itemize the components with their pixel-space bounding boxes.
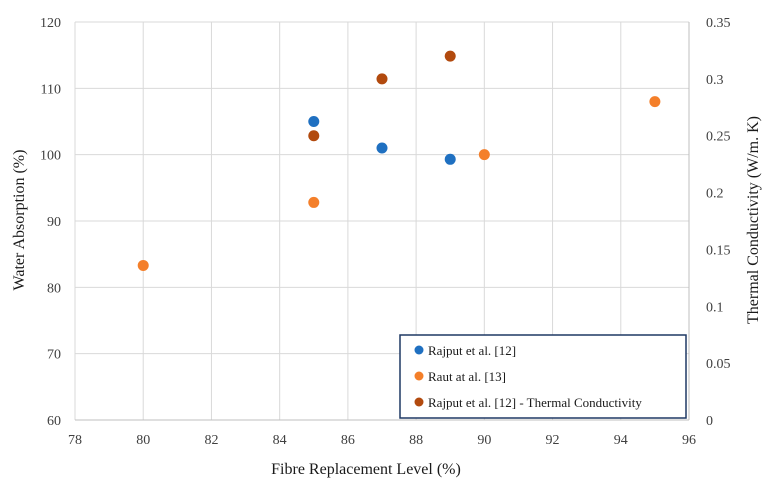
y2-tick-label: 0.25: [706, 130, 731, 145]
y2-axis-ticks: 0 0.05 0.1 0.15 0.2 0.25 0.3 0.35: [706, 16, 731, 429]
series-2: [137, 96, 661, 271]
x-tick-label: 88: [409, 433, 423, 448]
data-point: [308, 130, 320, 142]
y2-tick-label: 0.05: [706, 357, 731, 372]
data-point: [137, 259, 149, 271]
data-point: [649, 96, 661, 108]
series-3: [308, 50, 456, 142]
legend-box: [399, 334, 687, 419]
legend-marker: [414, 371, 424, 381]
legend: Rajput et al. [12] Raut at al. [13] Rajput…: [399, 334, 687, 419]
series-1: [308, 116, 456, 165]
y2-tick-label: 0.3: [706, 73, 724, 88]
x-tick-label: 82: [204, 433, 218, 448]
legend-marker: [414, 397, 424, 407]
x-tick-label: 96: [682, 433, 696, 448]
y2-axis-title: Thermal Conductivity (W/m. K): [745, 116, 762, 324]
axes: [75, 22, 690, 421]
y2-tick-label: 0: [706, 414, 713, 429]
y2-tick-label: 0.2: [706, 187, 724, 202]
data-point: [444, 153, 456, 165]
legend-marker: [414, 345, 424, 355]
y-axis-title: Water Absorption (%): [11, 150, 28, 291]
data-point: [376, 73, 388, 85]
x-axis-ticks: 78 80 82 84 86 88 90 92 94 96: [68, 433, 696, 448]
y-tick-label: 90: [47, 215, 61, 230]
data-points: [137, 50, 661, 271]
data-point: [376, 142, 388, 154]
y-axis-ticks: 60 70 80 90 100 110 120: [40, 16, 61, 429]
x-axis-title: Fibre Replacement Level (%): [271, 461, 461, 478]
x-tick-label: 90: [477, 433, 491, 448]
data-point: [308, 196, 320, 208]
y2-tick-label: 0.15: [706, 243, 731, 258]
x-tick-label: 78: [68, 433, 82, 448]
y-tick-label: 80: [47, 281, 61, 296]
y-tick-label: 100: [40, 149, 61, 164]
x-tick-label: 84: [273, 433, 287, 448]
legend-label: Raut at al. [13]: [428, 369, 506, 384]
legend-label: Rajput et al. [12]: [428, 343, 516, 358]
data-point: [478, 149, 490, 161]
x-tick-label: 94: [614, 433, 628, 448]
y-tick-label: 110: [41, 82, 61, 97]
legend-label: Rajput et al. [12] - Thermal Conductivit…: [428, 395, 642, 410]
data-point: [444, 50, 456, 62]
y2-tick-label: 0.35: [706, 16, 731, 31]
y-tick-label: 70: [47, 348, 61, 363]
x-tick-label: 92: [546, 433, 560, 448]
data-point: [308, 116, 320, 127]
y-tick-label: 60: [47, 414, 61, 429]
y2-tick-label: 0.1: [706, 300, 724, 315]
y-tick-label: 120: [40, 16, 61, 31]
x-tick-label: 80: [136, 433, 150, 448]
x-tick-label: 86: [341, 433, 355, 448]
